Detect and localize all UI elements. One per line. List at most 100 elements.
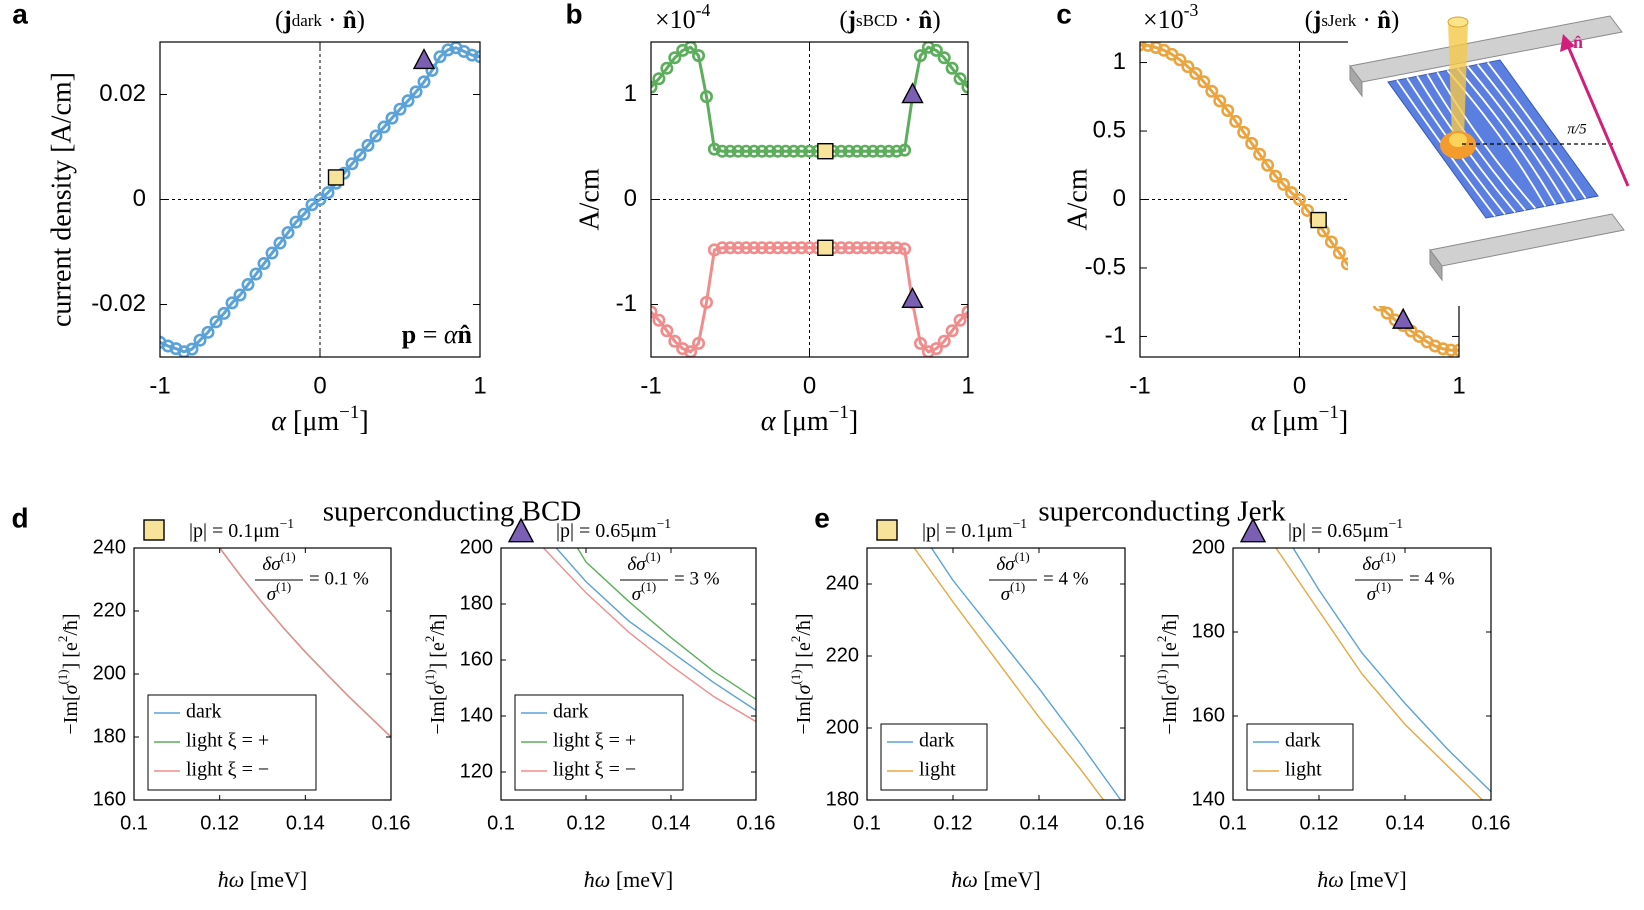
data-point [715, 241, 729, 255]
laser-source [1447, 16, 1469, 28]
y-tick-label: -1 [1105, 322, 1126, 349]
triangle-marker [412, 48, 436, 70]
panel-title: (jdark · n̂) [275, 7, 365, 34]
data-point [353, 148, 367, 162]
momentum-header: |p| = 0.1μm−1 [922, 516, 1027, 542]
data-point [1221, 103, 1235, 117]
data-point [898, 242, 912, 256]
data-point [795, 241, 809, 255]
series-line-0 [1292, 548, 1491, 793]
y-tick-label: 140 [460, 704, 493, 726]
y-tick-label: 160 [1192, 704, 1225, 726]
data-point [361, 138, 375, 152]
series-line-1 [913, 548, 1105, 800]
series-line-2 [542, 548, 756, 723]
y-tick-label: 0.5 [1093, 116, 1126, 143]
data-point [874, 144, 888, 158]
data-point [802, 144, 816, 158]
electrode-top-side [1349, 64, 1363, 98]
data-point [842, 241, 856, 255]
data-point [707, 243, 721, 257]
data-point [465, 48, 479, 62]
data-point [739, 241, 753, 255]
y-tick-label: 240 [826, 572, 859, 594]
data-point [401, 94, 415, 108]
square-marker [817, 239, 834, 257]
legend-entry: light [919, 759, 956, 781]
y-tick-label: 1 [1113, 48, 1126, 75]
fraction-denominator: σ(1) [267, 579, 291, 605]
x-tick-label: 0.12 [567, 812, 606, 834]
series-group [542, 548, 756, 723]
y-tick-label: 180 [460, 592, 493, 614]
y-tick-label: -1 [616, 290, 637, 317]
data-point [699, 90, 713, 104]
fraction-value: = 0.1 % [309, 568, 369, 589]
series-group [160, 42, 480, 357]
x-tick-label: 1 [473, 372, 486, 399]
data-point [692, 49, 706, 63]
current-streamline [1466, 65, 1567, 203]
data-point [739, 144, 753, 158]
series-group [1275, 548, 1491, 800]
y-axis-label: A/cm [574, 168, 605, 230]
data-point [779, 144, 793, 158]
data-point [233, 288, 247, 302]
data-point [201, 325, 215, 339]
data-point [866, 144, 880, 158]
data-point [281, 226, 295, 240]
legend-entry: dark [1285, 730, 1321, 752]
axes-box [1232, 547, 1492, 801]
y-tick-label: 180 [93, 725, 126, 747]
data-point [273, 236, 287, 250]
data-point [723, 144, 737, 158]
data-point [209, 315, 223, 329]
data-point [257, 257, 271, 271]
y-tick-label: 140 [1192, 788, 1225, 810]
y-tick-label: -0.02 [91, 290, 146, 317]
data-point [747, 241, 761, 255]
x-tick-label: 0.14 [286, 812, 325, 834]
n-hat-arrow-shaft [1566, 45, 1630, 187]
data-point [787, 144, 801, 158]
header-square-marker [143, 519, 165, 541]
current-streamline [1486, 61, 1587, 199]
series-line-0 [555, 548, 756, 711]
x-tick-label: 0 [803, 372, 816, 399]
data-point [161, 339, 175, 353]
x-tick-label: 0.1 [853, 812, 881, 834]
x-axis-label: ħω [meV] [951, 867, 1040, 892]
fraction-numerator: δσ(1) [627, 549, 660, 575]
data-point [771, 144, 785, 158]
x-tick-label: 0.14 [652, 812, 691, 834]
legend: dark light [1246, 723, 1354, 791]
y-tick-label: 200 [826, 716, 859, 738]
x-tick-label: 0.16 [1472, 812, 1511, 834]
y-tick-label: 220 [826, 644, 859, 666]
legend-entry: light ξ = − [186, 759, 269, 781]
data-point [913, 49, 927, 63]
data-point [1436, 342, 1450, 356]
y-tick-label: 0 [1113, 185, 1126, 212]
y-axis-label: A/cm [1062, 168, 1093, 230]
data-point [953, 72, 967, 86]
fraction-denominator: σ(1) [1367, 579, 1391, 605]
data-point [217, 306, 231, 320]
panel-d2: 0.1 0.12 0.14 0.16 120 140 160 180 200 |p| = 0.65… [422, 516, 775, 892]
x-tick-label: 0.12 [200, 812, 239, 834]
data-point [755, 144, 769, 158]
triangle-marker [901, 82, 924, 104]
data-point [265, 246, 279, 260]
y-tick-label: 0 [624, 185, 637, 212]
data-point [1293, 193, 1307, 207]
legend-entry: dark [186, 701, 222, 723]
data-point [1213, 94, 1227, 108]
legend: dark light [880, 723, 988, 791]
x-axis-label: α [μm−1] [761, 402, 858, 438]
data-point [834, 241, 848, 255]
y-tick-label: 180 [826, 788, 859, 810]
data-point [866, 241, 880, 255]
data-point [715, 144, 729, 158]
series-line-1 [651, 246, 968, 354]
